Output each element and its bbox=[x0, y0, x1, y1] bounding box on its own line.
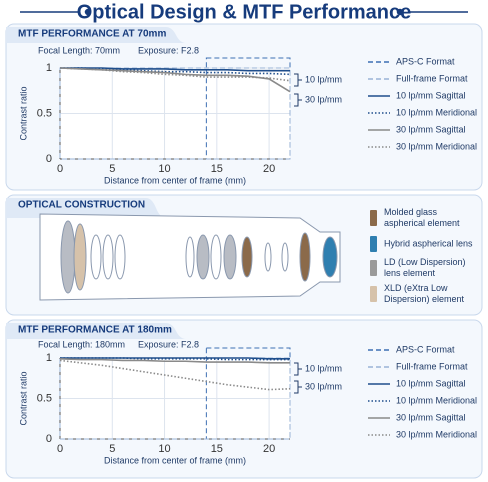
legend-label: 10 lp/mm Meridional bbox=[396, 107, 477, 117]
bracket bbox=[294, 380, 302, 394]
tab bbox=[6, 27, 186, 43]
section-title: OPTICAL CONSTRUCTION bbox=[18, 200, 145, 211]
chart-title: MTF PERFORMANCE AT 180mm bbox=[18, 325, 172, 336]
y-tick-label: 0.5 bbox=[37, 392, 52, 404]
title-decoration bbox=[20, 8, 468, 16]
annotation: 10 lp/mm bbox=[305, 363, 342, 373]
legend-label: 30 lp/mm Meridional bbox=[396, 429, 477, 439]
y-tick-label: 0 bbox=[46, 153, 52, 165]
lens-diagram bbox=[39, 213, 341, 301]
legend-label: aspherical element bbox=[384, 218, 460, 228]
legend-label: Full-frame Format bbox=[396, 361, 468, 371]
y-tick-label: 1 bbox=[46, 62, 52, 74]
legend-label: lens element bbox=[384, 268, 436, 278]
legend-swatch bbox=[370, 236, 377, 252]
legend-label: APS-C Format bbox=[396, 344, 455, 354]
x-tick-label: 10 bbox=[158, 443, 170, 455]
chart-title: MTF PERFORMANCE AT 70mm bbox=[18, 29, 166, 40]
series-line bbox=[60, 357, 290, 360]
legend-swatch bbox=[370, 260, 377, 276]
x-axis-label: Distance from center of frame (mm) bbox=[104, 175, 246, 185]
legend-label: 30 lp/mm Meridional bbox=[396, 141, 477, 151]
page-title: Optical Design & MTF Performance bbox=[77, 1, 412, 23]
legend-label: Hybrid aspherical lens bbox=[384, 238, 473, 248]
x-tick-label: 20 bbox=[263, 163, 275, 175]
series-line bbox=[59, 358, 290, 364]
legend-swatch bbox=[370, 286, 377, 302]
subtitle: Focal Length: 70mm bbox=[38, 45, 120, 55]
bracket bbox=[294, 362, 302, 376]
legend-label: Molded glass bbox=[384, 207, 438, 217]
series-line bbox=[59, 67, 291, 93]
x-axis-label: Distance from center of frame (mm) bbox=[104, 455, 246, 465]
header-tab bbox=[6, 198, 166, 218]
bracket bbox=[294, 73, 302, 87]
tab bbox=[6, 323, 186, 339]
legend-label: 30 lp/mm Sagittal bbox=[396, 412, 466, 422]
legend-label: XLD (eXtra Low bbox=[384, 283, 448, 293]
x-tick-label: 20 bbox=[263, 443, 275, 455]
legend-label: LD (Low Dispersion) bbox=[384, 257, 466, 267]
legend-label: 10 lp/mm Meridional bbox=[396, 395, 477, 405]
subtitle: Exposure: F2.8 bbox=[138, 339, 199, 349]
y-tick-label: 0.5 bbox=[37, 107, 52, 119]
legend-label: 30 lp/mm Sagittal bbox=[396, 124, 466, 134]
x-tick-label: 10 bbox=[158, 163, 170, 175]
y-axis-label: Contrast ratio bbox=[18, 371, 28, 425]
legend-label: 10 lp/mm Sagittal bbox=[396, 378, 466, 388]
series-line bbox=[60, 67, 290, 72]
legend-label: Full-frame Format bbox=[396, 73, 468, 83]
legend-swatch bbox=[370, 210, 377, 226]
x-tick-label: 0 bbox=[57, 443, 63, 455]
x-tick-label: 5 bbox=[109, 443, 115, 455]
annotation: 30 lp/mm bbox=[305, 94, 342, 104]
y-axis-label: Contrast ratio bbox=[18, 86, 28, 140]
subtitle: Focal Length: 180mm bbox=[38, 339, 125, 349]
x-tick-label: 15 bbox=[211, 163, 223, 175]
annotation: 30 lp/mm bbox=[305, 381, 342, 391]
series-line bbox=[59, 359, 291, 391]
legend-label: 10 lp/mm Sagittal bbox=[396, 90, 466, 100]
annotation: 10 lp/mm bbox=[305, 74, 342, 84]
x-tick-label: 5 bbox=[109, 163, 115, 175]
subtitle: Exposure: F2.8 bbox=[138, 45, 199, 55]
x-tick-label: 0 bbox=[57, 163, 63, 175]
x-tick-label: 15 bbox=[211, 443, 223, 455]
legend-label: Dispersion) element bbox=[384, 294, 465, 304]
y-tick-label: 0 bbox=[46, 433, 52, 445]
y-tick-label: 1 bbox=[46, 352, 52, 364]
legend-label: APS-C Format bbox=[396, 56, 455, 66]
bracket bbox=[294, 93, 302, 107]
region bbox=[59, 67, 291, 160]
